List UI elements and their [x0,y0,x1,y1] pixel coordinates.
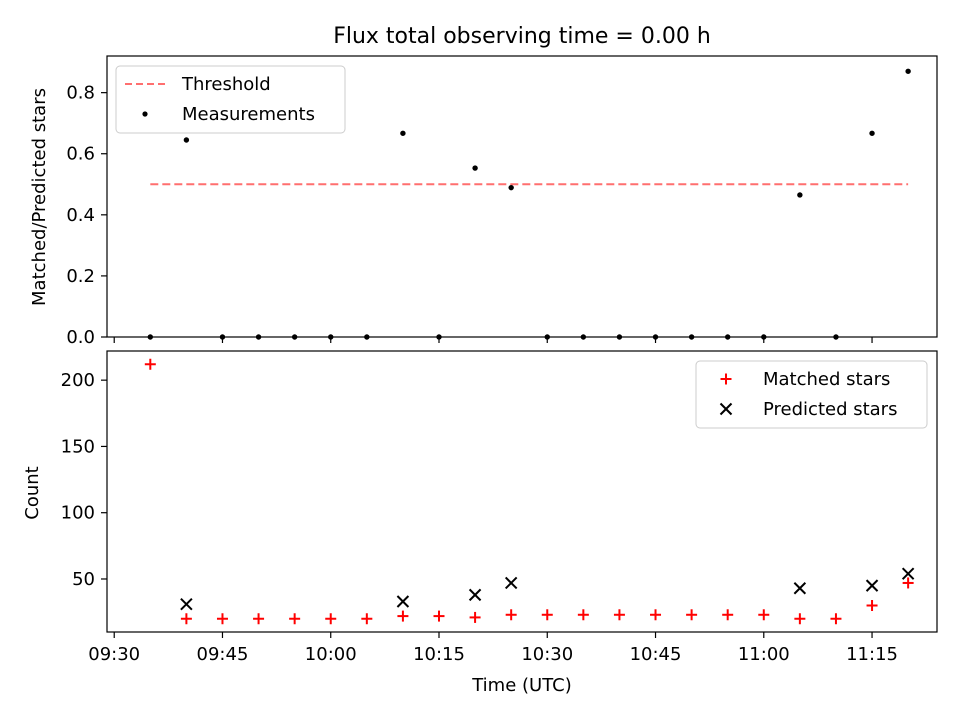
x-tick-label-4: 10:30 [521,644,573,665]
matched-point-15 [686,609,698,621]
matched-point-8 [433,610,445,622]
matched-point-19 [830,613,842,625]
matched-point-5 [325,613,337,625]
x-tick-label-5: 10:45 [630,644,682,665]
matched-point-4 [289,613,301,625]
legend-predicted-label: Predicted stars [763,399,897,420]
top-y-tick-label-4: 0.8 [66,83,95,104]
predicted-point-6 [901,567,915,580]
top-legend-box [115,65,346,134]
predicted-point-5 [865,579,879,592]
matched-point-12 [577,609,589,621]
top-y-tick-label-1: 0.2 [66,266,95,287]
bottom-plot-marks [144,358,915,625]
predicted-point-2 [468,588,482,602]
bottom-axes-frame [106,350,938,633]
bottom-y-tick-label-2: 150 [61,436,95,457]
x-tick-label-2: 10:00 [305,644,357,665]
legend-matched-label: Matched stars [763,369,890,390]
bottom-legend-box [695,360,928,429]
x-tick-label-3: 10:15 [413,644,465,665]
matched-point-2 [216,613,228,625]
top-legend: Threshold Measurements [115,65,346,134]
measurement-point-20 [869,130,875,136]
bottom-y-tick-label-1: 100 [61,503,95,524]
x-tick-label-7: 11:15 [846,644,898,665]
top-y-tick-label-0: 0.0 [66,327,95,348]
top-y-ticks: 0.0 0.2 0.4 0.6 0.8 [66,83,107,348]
bottom-x-ticks: 09:30 09:45 10:00 10:15 10:30 10:45 11:00 11:15 [88,632,898,665]
legend-predicted-marker [719,402,733,416]
x-tick-label-0: 09:30 [88,644,140,665]
matched-point-14 [650,609,662,621]
predicted-point-3 [504,576,518,590]
top-y-axis-label: Matched/Predicted stars [29,88,50,306]
matched-point-20 [866,599,878,611]
matched-point-18 [794,613,806,625]
bottom-panel: 50 100 150 200 09:30 09:45 10:00 10:15 10:30 10:… [22,350,938,696]
measurement-point-1 [183,137,190,143]
bottom-y-ticks: 50 100 150 200 [61,370,107,590]
x-tick-label-6: 11:00 [738,644,790,665]
legend-matched-marker [720,373,732,385]
x-axis-label: Time (UTC) [471,675,572,696]
measurement-point-21 [905,68,911,74]
bottom-y-axis-label: Count [22,466,43,519]
top-x-ticks [113,337,873,343]
matched-point-21 [902,577,914,589]
legend-predicted-swatch [719,402,733,416]
top-axes-frame [106,55,938,338]
predicted-point-1 [396,595,410,608]
matched-point-3 [253,613,265,625]
chart-title: Flux total observing time = 0.00 h [333,24,711,49]
measurement-point-18 [797,192,803,198]
matched-point-10 [505,609,517,621]
bottom-legend: Matched stars Predicted stars [695,360,928,429]
matched-point-7 [397,610,409,622]
x-tick-label-1: 09:45 [197,644,249,665]
top-y-tick-label-3: 0.6 [66,144,95,165]
matched-point-0 [144,358,156,370]
legend-matched-swatch [720,373,732,385]
matched-point-17 [758,609,770,621]
bottom-y-tick-label-3: 200 [61,370,95,391]
legend-measurements-label: Measurements [182,104,315,125]
measurement-point-9 [472,165,478,171]
matched-point-1 [180,613,192,625]
predicted-point-0 [180,597,193,611]
matched-point-6 [361,613,373,625]
top-y-tick-label-2: 0.4 [66,205,95,226]
top-panel: 0.00.20.40.60.8 Matched/Predicted stars … [29,55,938,348]
bottom-y-tick-label-0: 50 [72,569,95,590]
predicted-point-4 [793,582,807,595]
measurement-point-7 [400,130,406,136]
legend-measurements-swatch [142,111,148,117]
matched-point-13 [613,609,625,621]
legend-threshold-label: Threshold [181,74,271,95]
matched-point-11 [541,609,553,621]
matched-point-16 [722,609,734,621]
measurement-point-10 [508,184,514,191]
matched-point-9 [469,611,481,623]
